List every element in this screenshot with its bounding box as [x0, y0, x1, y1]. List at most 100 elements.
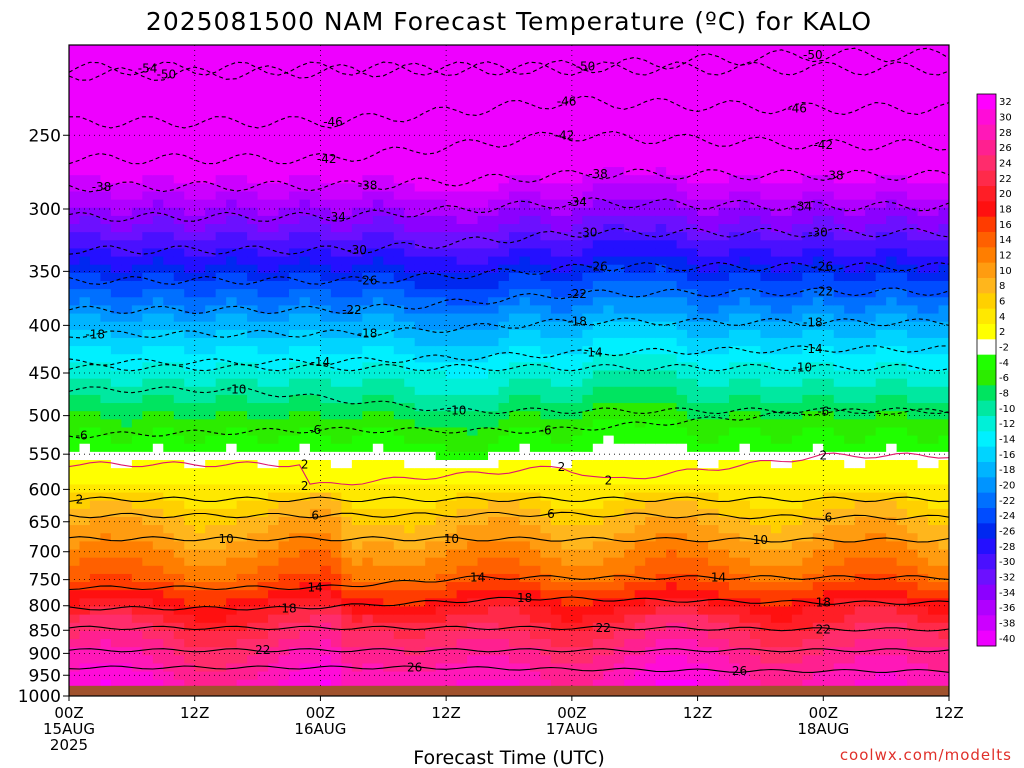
temperature-cell [393, 451, 405, 461]
temperature-cell [676, 240, 688, 250]
temperature-cell [666, 248, 678, 258]
temperature-cell [634, 598, 646, 608]
temperature-cell [351, 191, 363, 201]
temperature-cell [414, 215, 426, 225]
temperature-cell [645, 525, 657, 534]
temperature-cell [603, 101, 615, 111]
temperature-cell [666, 354, 678, 363]
temperature-cell [69, 492, 81, 502]
temperature-cell [561, 297, 573, 306]
temperature-cell [163, 508, 175, 518]
temperature-cell [341, 142, 353, 152]
temperature-cell [69, 297, 81, 306]
temperature-cell [582, 158, 594, 168]
temperature-cell [467, 248, 479, 258]
temperature-cell [561, 150, 573, 160]
temperature-cell [603, 370, 615, 380]
temperature-cell [131, 77, 143, 87]
temperature-cell [131, 118, 143, 127]
temperature-cell [529, 280, 542, 290]
temperature-cell [446, 460, 458, 469]
temperature-cell [289, 45, 301, 54]
temperature-cell [498, 386, 510, 396]
temperature-cell [351, 655, 363, 665]
temperature-cell [184, 679, 196, 689]
temperature-cell [226, 191, 238, 201]
temperature-cell [414, 85, 426, 95]
temperature-cell [205, 671, 217, 681]
temperature-cell [194, 516, 206, 526]
temperature-cell [540, 329, 552, 339]
temperature-cell [613, 272, 625, 282]
temperature-cell [393, 468, 405, 477]
temperature-cell [561, 232, 573, 241]
temperature-cell [89, 337, 102, 347]
temperature-cell [257, 45, 269, 54]
temperature-cell [330, 126, 342, 136]
temperature-cell [247, 370, 259, 380]
temperature-cell [687, 541, 699, 551]
temperature-cell [603, 500, 615, 510]
temperature-cell [236, 248, 248, 258]
temperature-cell [414, 460, 426, 469]
temperature-cell [268, 183, 280, 193]
temperature-cell [404, 622, 416, 632]
temperature-cell [404, 110, 416, 119]
temperature-cell [110, 614, 122, 624]
temperature-cell [645, 85, 657, 95]
temperature-cell [645, 150, 657, 160]
temperature-cell [257, 313, 269, 323]
temperature-cell [550, 150, 562, 160]
temperature-cell [456, 224, 468, 233]
temperature-cell [467, 45, 479, 54]
temperature-cell [404, 134, 416, 144]
temperature-cell [226, 516, 238, 526]
temperature-cell [624, 118, 636, 127]
temperature-cell [676, 337, 688, 347]
temperature-cell [540, 346, 552, 355]
temperature-cell [236, 240, 248, 250]
temperature-cell [477, 386, 489, 396]
temperature-cell [529, 305, 542, 315]
temperature-cell [184, 183, 196, 193]
temperature-cell [278, 403, 290, 412]
temperature-cell [561, 101, 573, 111]
temperature-cell [666, 435, 678, 445]
temperature-cell [456, 45, 468, 54]
temperature-cell [393, 134, 405, 144]
temperature-cell [446, 85, 458, 95]
temperature-cell [592, 411, 604, 420]
temperature-cell [446, 297, 458, 306]
temperature-cell [414, 525, 426, 534]
temperature-cell [351, 354, 363, 363]
temperature-cell [718, 321, 730, 331]
temperature-cell [131, 370, 143, 380]
temperature-cell [613, 199, 625, 209]
temperature-cell [131, 280, 143, 290]
temperature-cell [341, 671, 353, 681]
temperature-cell [603, 606, 615, 616]
temperature-cell [142, 321, 154, 331]
temperature-cell [467, 516, 479, 526]
temperature-cell [645, 69, 657, 79]
temperature-cell [634, 362, 646, 372]
temperature-cell [666, 215, 678, 225]
temperature-cell [435, 167, 447, 176]
temperature-cell [173, 142, 185, 152]
temperature-cell [351, 647, 363, 656]
temperature-cell [236, 435, 248, 445]
temperature-cell [571, 224, 583, 233]
temperature-cell [550, 541, 562, 551]
temperature-cell [655, 305, 667, 315]
temperature-cell [404, 378, 416, 388]
temperature-cell [215, 468, 227, 477]
temperature-cell [624, 224, 636, 233]
temperature-cell [131, 207, 143, 217]
temperature-cell [341, 655, 353, 665]
temperature-cell [320, 215, 332, 225]
temperature-cell [79, 671, 91, 681]
temperature-cell [645, 272, 657, 282]
temperature-cell [100, 297, 112, 306]
temperature-cell [121, 77, 133, 87]
temperature-cell [509, 207, 521, 217]
